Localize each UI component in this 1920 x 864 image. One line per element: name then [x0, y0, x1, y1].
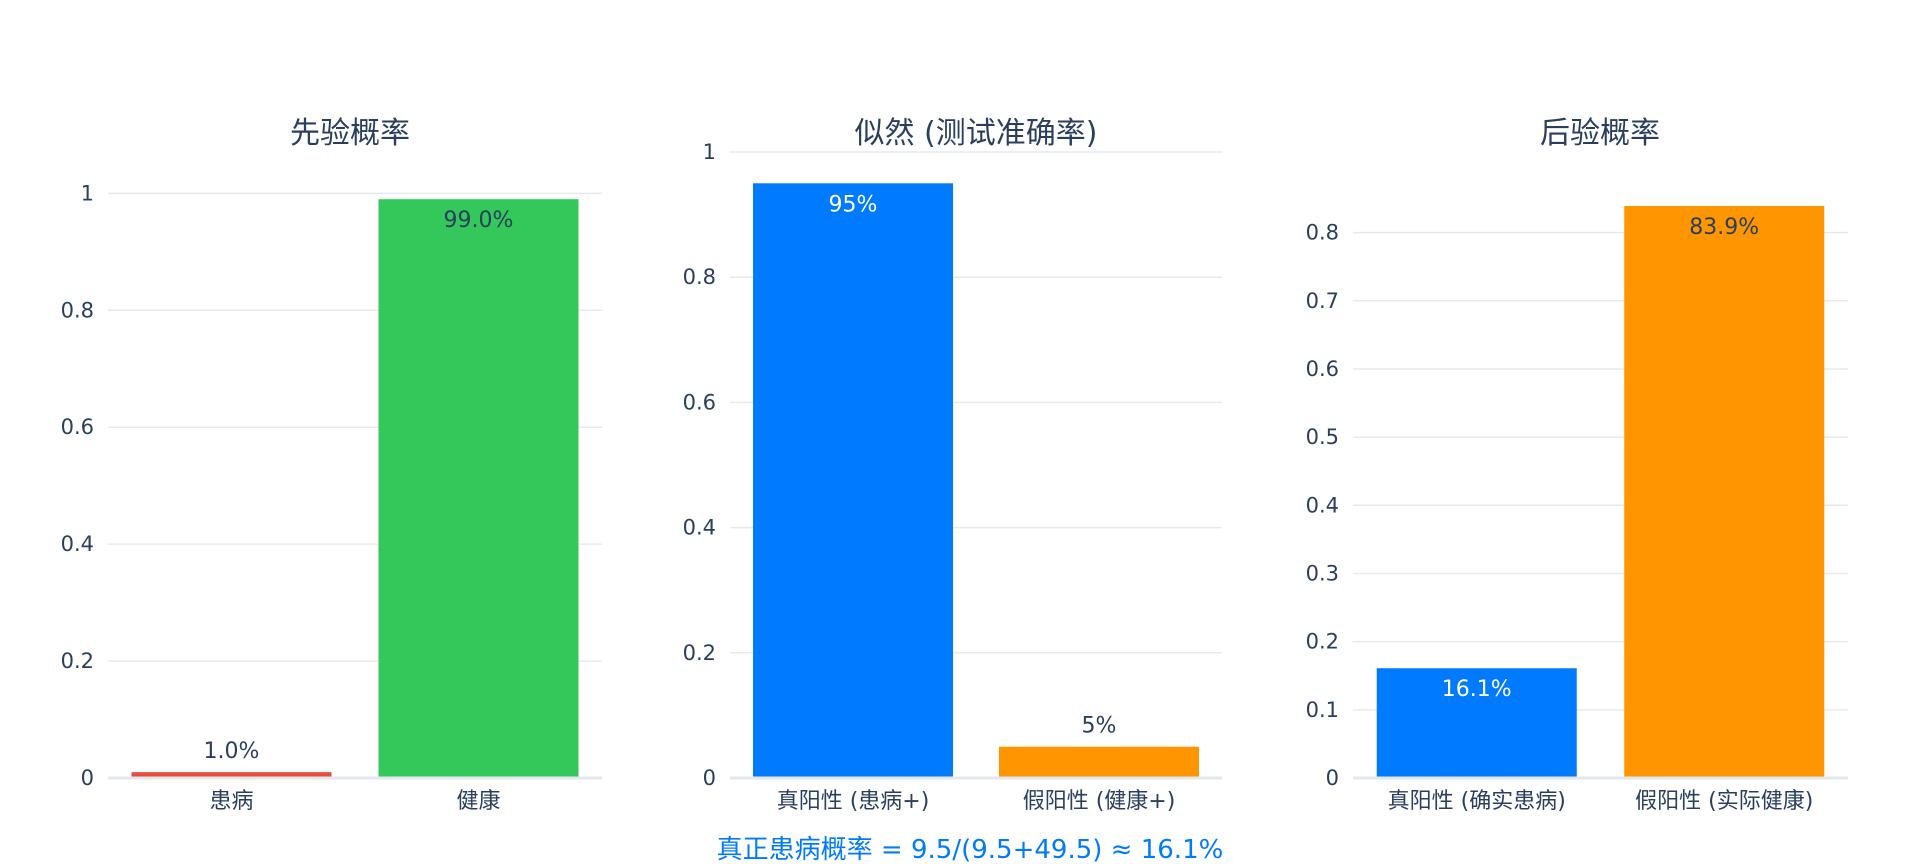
chart-title: 似然 (测试准确率) — [855, 116, 1098, 151]
posterior-formula-annotation: 真正患病概率 = 9.5/(9.5+49.5) ≈ 16.1% — [717, 835, 1224, 864]
y-tick-label: 0.8 — [61, 298, 94, 322]
x-category-label: 真阳性 (患病+) — [777, 789, 930, 814]
y-tick-label: 0.2 — [1306, 630, 1339, 654]
y-tick-label: 0.4 — [683, 516, 716, 540]
y-tick-label: 0 — [81, 766, 94, 790]
bar-value-label: 5% — [1082, 714, 1117, 739]
x-category-label: 真阳性 (确实患病) — [1388, 789, 1566, 814]
y-tick-label: 0.2 — [61, 649, 94, 673]
y-tick-label: 0.3 — [1306, 561, 1339, 585]
y-tick-label: 0.8 — [683, 265, 716, 289]
chart-panel-2: 似然 (测试准确率) 0 0.2 0.4 0.6 0.8 1 95% 真阳性 (患病+) 5% 假阳… — [683, 116, 1222, 814]
chart-panel-1: 先验概率 0 0.2 0.4 0.6 0.8 1 1.0% 患病 99.0% 健康 — [61, 116, 602, 814]
chart-title: 后验概率 — [1540, 116, 1660, 151]
bar-value-label: 16.1% — [1442, 677, 1512, 702]
bar-2 — [1624, 205, 1825, 778]
y-tick-label: 0 — [1326, 766, 1339, 790]
y-tick-label: 0.4 — [1306, 493, 1339, 517]
bar-value-label: 83.9% — [1689, 215, 1759, 240]
y-tick-label: 0.6 — [1306, 357, 1339, 381]
bar-1 — [753, 183, 953, 779]
y-tick-label: 0.1 — [1306, 698, 1339, 722]
bar-1 — [131, 772, 332, 778]
x-category-label: 健康 — [456, 789, 500, 814]
x-category-label: 患病 — [209, 789, 253, 814]
y-tick-label: 1 — [703, 140, 716, 164]
bar-2 — [999, 746, 1199, 778]
chart-panels: 先验概率 0 0.2 0.4 0.6 0.8 1 1.0% 患病 99.0% 健康 似然 (测试准确率… — [61, 116, 1848, 814]
bar-value-label: 99.0% — [444, 208, 514, 233]
y-tick-label: 0.6 — [683, 390, 716, 414]
y-tick-label: 0.7 — [1306, 289, 1339, 313]
bar-value-label: 1.0% — [204, 739, 260, 764]
y-tick-label: 0.4 — [61, 532, 94, 556]
chart-title: 先验概率 — [290, 116, 410, 151]
y-tick-label: 0.6 — [61, 415, 94, 439]
x-category-label: 假阳性 (实际健康) — [1635, 789, 1813, 814]
chart-panel-3: 后验概率 0 0.1 0.2 0.3 0.4 0.5 0.6 0.7 0.8 16.1% 真阳性 (确… — [1306, 116, 1848, 814]
bar-value-label: 95% — [829, 192, 878, 217]
bar-2 — [378, 199, 579, 778]
y-tick-label: 0 — [703, 766, 716, 790]
bar-1 — [1376, 668, 1577, 778]
y-tick-label: 1 — [81, 181, 94, 205]
y-tick-label: 0.8 — [1306, 221, 1339, 245]
y-tick-label: 0.5 — [1306, 425, 1339, 449]
x-category-label: 假阳性 (健康+) — [1023, 789, 1176, 814]
y-tick-label: 0.2 — [683, 641, 716, 665]
